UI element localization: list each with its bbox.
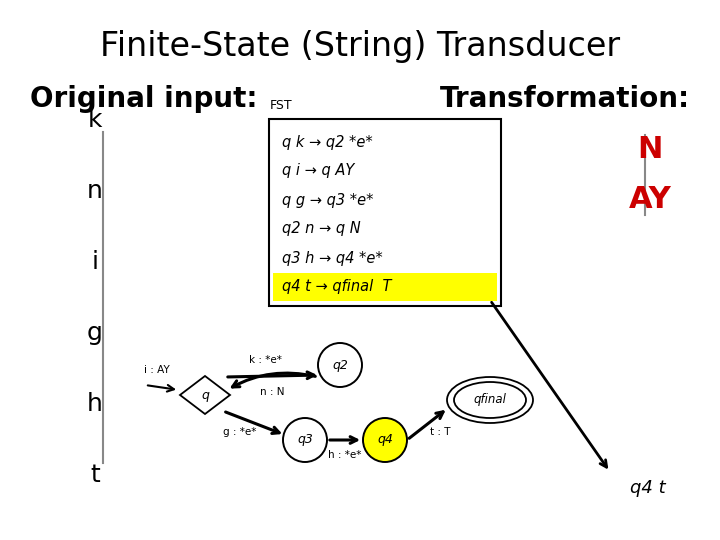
Circle shape [363,418,407,462]
Text: q4 t → qfinal  T: q4 t → qfinal T [282,280,392,294]
Circle shape [283,418,327,462]
Text: t : T: t : T [430,427,450,437]
Text: t: t [90,463,100,487]
Text: g: g [87,321,103,345]
Text: k: k [88,108,102,132]
Ellipse shape [447,377,533,423]
FancyBboxPatch shape [269,119,501,306]
Text: g : *e*: g : *e* [223,427,257,437]
Text: k : *e*: k : *e* [248,355,282,365]
Text: n : N: n : N [260,387,284,397]
Circle shape [318,343,362,387]
Text: Finite-State (String) Transducer: Finite-State (String) Transducer [100,30,620,63]
Text: h : *e*: h : *e* [328,450,361,460]
Text: qfinal: qfinal [474,394,506,407]
Ellipse shape [454,382,526,418]
Text: i : AY: i : AY [144,365,170,375]
Text: n: n [87,179,103,203]
Text: N: N [637,136,662,165]
Polygon shape [180,376,230,414]
Text: q2: q2 [332,359,348,372]
FancyBboxPatch shape [273,273,497,301]
Text: q2 n → q N: q2 n → q N [282,221,361,237]
Text: i: i [91,250,99,274]
Text: Transformation:: Transformation: [440,85,690,113]
Text: AY: AY [629,186,671,214]
Text: q i → q AY: q i → q AY [282,164,354,179]
Text: FST: FST [270,99,292,112]
Text: Original input:: Original input: [30,85,258,113]
Text: q4 t: q4 t [630,479,665,497]
Text: q: q [201,388,209,402]
Text: h: h [87,392,103,416]
Text: q3: q3 [297,434,313,447]
Text: q3 h → q4 *e*: q3 h → q4 *e* [282,251,383,266]
Text: q4: q4 [377,434,393,447]
Text: q g → q3 *e*: q g → q3 *e* [282,192,374,207]
Text: q k → q2 *e*: q k → q2 *e* [282,134,373,150]
